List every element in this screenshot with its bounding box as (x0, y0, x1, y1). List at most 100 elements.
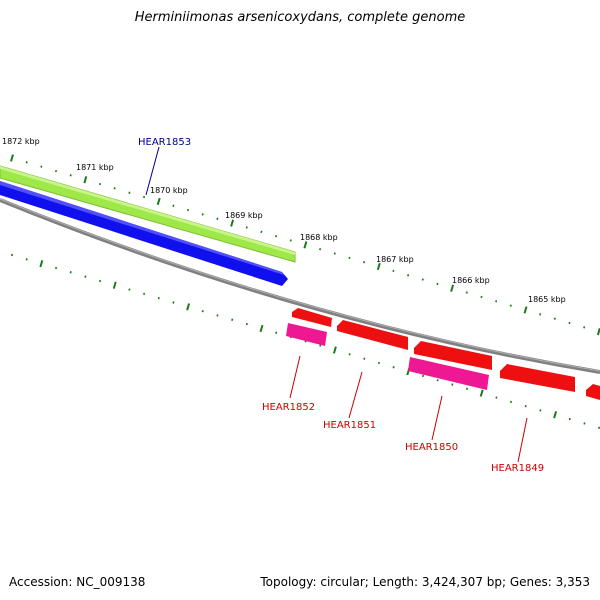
cds-HEAR1849-arrow[interactable] (500, 364, 575, 392)
scale-tick-minor (201, 213, 204, 216)
scale-tick-minor (260, 230, 263, 234)
scale-tick-minor (54, 169, 58, 173)
scale-tick-minor (553, 317, 556, 320)
gene-label-leader-HEAR1853 (145, 146, 160, 196)
scale-tick-minor (69, 271, 72, 274)
scale-tick-major (376, 262, 381, 271)
scale-tick-minor (69, 174, 72, 177)
scale-tick-major (112, 281, 117, 289)
scale-tick-minor (333, 252, 336, 255)
scale-tick-minor (172, 204, 175, 207)
gene-label-HEAR1851[interactable]: HEAR1851 (323, 420, 376, 431)
scale-tick-minor (407, 274, 410, 277)
map-title: Herminiimonas arsenicoxydans, complete g… (134, 10, 466, 25)
gene-label-HEAR1852[interactable]: HEAR1852 (262, 402, 315, 413)
scale-tick-minor (25, 161, 28, 164)
scale-tick-minor (436, 282, 439, 286)
scale-tick-major (553, 411, 558, 419)
scale-tick-minor (568, 417, 571, 421)
scale-tick-minor (84, 275, 87, 278)
scale-tick-minor (98, 182, 102, 186)
gene-label-HEAR1853[interactable]: HEAR1853 (138, 137, 191, 148)
scale-tick-minor (157, 296, 160, 300)
scale-tick-minor (289, 239, 292, 242)
scale-tick-minor (421, 374, 425, 378)
scale-tick-minor (436, 379, 439, 382)
scale-tick-minor (363, 357, 366, 360)
cds-HEAR1851-arrow[interactable] (337, 320, 408, 350)
accession-text: Accession: NC_009138 (9, 575, 146, 589)
scale-tick-minor (539, 409, 542, 412)
scale-tick-minor (128, 191, 131, 194)
gene-label-HEAR1849[interactable]: HEAR1849 (491, 463, 544, 474)
scale-tick-minor (113, 187, 116, 190)
scale-tick-major (39, 260, 44, 268)
scale-tick-major (156, 197, 161, 206)
scale-tick-minor (583, 422, 586, 425)
scale-tick-minor (583, 326, 586, 329)
scale-tick-minor (99, 279, 102, 283)
scale-tick-minor (10, 253, 14, 257)
scale-tick-major (186, 303, 191, 311)
scale-tick-minor (319, 247, 322, 251)
scale-tick-minor (143, 292, 146, 296)
scale-tick-major (596, 328, 600, 336)
scale-tick-major (230, 219, 235, 227)
scale-tick-minor (524, 404, 527, 408)
scale-tick-minor (495, 396, 498, 399)
gene-label-leader-HEAR1850 (431, 395, 443, 441)
scale-tick-minor (392, 269, 395, 273)
scale-tick-major (523, 306, 528, 314)
scale-tick-minor (55, 266, 58, 270)
scale-tick-minor (495, 300, 498, 303)
gene-HEAR1852-bar[interactable] (286, 323, 327, 346)
backbone-line (0, 198, 600, 374)
scale-tick-major (479, 389, 484, 397)
scale-tick-minor (509, 304, 512, 307)
scale-tick-minor (480, 295, 483, 299)
scale-tick-minor (510, 400, 513, 404)
cds-next-arrow[interactable] (586, 384, 600, 400)
scale-tick-label: 1869 kbp (225, 211, 263, 220)
scale-tick-minor (245, 322, 248, 326)
scale-tick-minor (451, 383, 454, 386)
scale-tick-minor (465, 291, 468, 294)
scale-tick-major (450, 284, 455, 292)
scale-tick-label: 1870 kbp (150, 186, 188, 195)
scale-tick-minor (348, 256, 351, 260)
cds-HEAR1850-arrow[interactable] (414, 341, 492, 370)
scale-tick-minor (40, 165, 43, 168)
scale-tick-major (259, 324, 264, 333)
cds-HEAR1853-arrow-shine (0, 181, 284, 275)
scale-tick-minor (216, 217, 219, 220)
scale-tick-major (332, 346, 337, 354)
scale-tick-label: 1866 kbp (452, 276, 490, 285)
scale-tick-minor (143, 195, 146, 199)
scale-tick-minor (216, 314, 219, 317)
scale-tick-minor (231, 318, 234, 321)
scale-tick-major (10, 154, 14, 162)
scale-tick-minor (319, 344, 322, 347)
scale-tick-minor (392, 366, 395, 369)
gene-label-leader-HEAR1852 (289, 355, 301, 399)
scale-tick-major (303, 241, 308, 249)
scale-tick-minor (172, 301, 175, 304)
scale-tick-minor (598, 426, 600, 429)
scale-tick-minor (568, 321, 571, 325)
outer-tick-marks (10, 154, 600, 336)
gene-label-HEAR1850[interactable]: HEAR1850 (405, 442, 458, 453)
scale-tick-minor (348, 353, 351, 356)
scale-tick-minor (245, 226, 248, 229)
gene-label-leader-HEAR1849 (517, 417, 528, 463)
scale-tick-minor (421, 278, 424, 281)
scale-tick-minor (539, 313, 542, 316)
scale-tick-label: 1867 kbp (376, 255, 414, 264)
cds-HEAR1852-arrow[interactable] (292, 308, 332, 327)
gene-HEAR1850-bar[interactable] (408, 357, 489, 390)
scale-tick-minor (377, 361, 380, 365)
scale-tick-minor (275, 331, 278, 334)
topology-summary-text: Topology: circular; Length: 3,424,307 bp… (260, 575, 590, 589)
scale-tick-minor (25, 258, 28, 261)
scale-tick-minor (275, 234, 278, 238)
